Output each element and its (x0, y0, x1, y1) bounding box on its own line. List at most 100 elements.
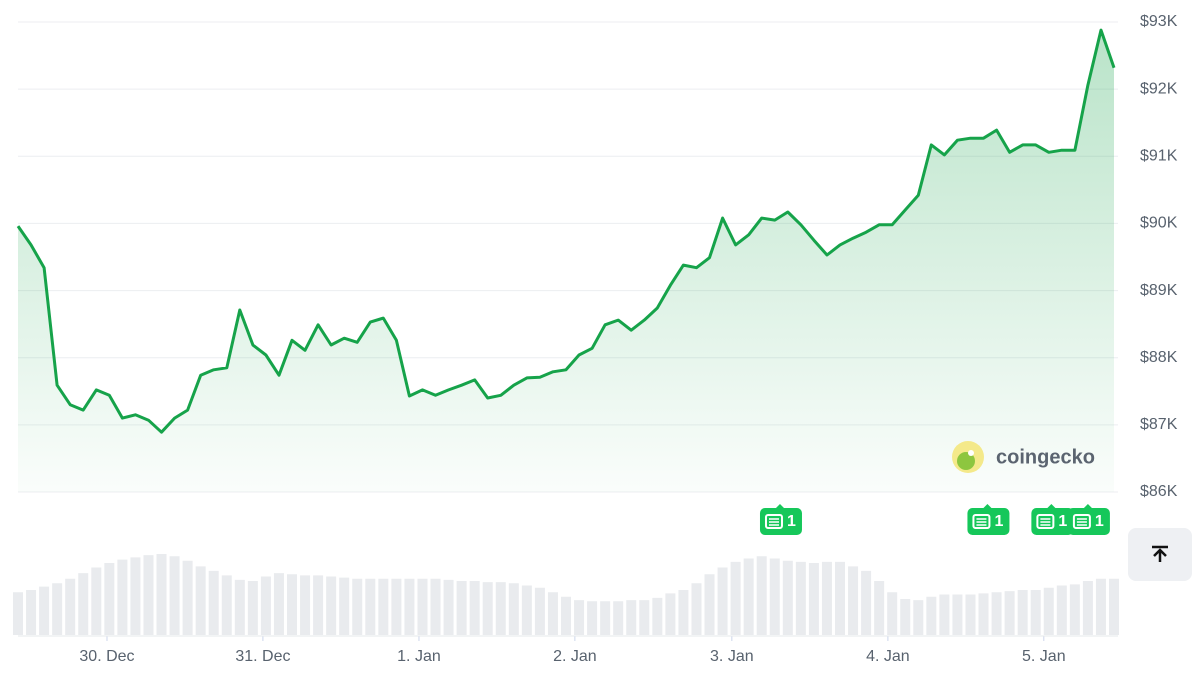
volume-bar (874, 581, 885, 635)
volume-bar (1017, 590, 1028, 635)
volume-bar (143, 555, 154, 635)
news-count[interactable]: 1 (994, 513, 1003, 530)
scroll-top-button[interactable] (1128, 528, 1192, 581)
volume-bar (861, 570, 872, 635)
news-icon[interactable] (972, 514, 991, 529)
x-tick-label: 2. Jan (553, 648, 597, 665)
volume-bar (417, 578, 428, 635)
y-tick-label: $93K (1140, 13, 1178, 30)
volume-bar (626, 600, 637, 635)
x-tick-label: 4. Jan (866, 648, 910, 665)
news-pin[interactable] (983, 504, 992, 508)
volume-bar (91, 567, 102, 635)
volume-bar (547, 592, 558, 635)
volume-bar (913, 600, 924, 635)
volume-bar (730, 561, 741, 635)
arrow-icon[interactable] (1152, 545, 1168, 562)
volume-bar (221, 575, 232, 635)
news-pin[interactable] (775, 504, 784, 508)
price-line (16, 28, 1116, 434)
news-pin[interactable] (1083, 504, 1092, 508)
volume-bar (260, 576, 271, 635)
volume-bar (39, 586, 50, 635)
news-marker[interactable]: 1 (967, 504, 1010, 535)
volume-bar (1109, 578, 1119, 635)
news-pin[interactable] (1047, 504, 1056, 508)
y-tick-label: $88K (1140, 349, 1178, 366)
news-icon[interactable] (764, 514, 783, 529)
volume-bar (691, 583, 702, 635)
volume-bars (13, 554, 1119, 635)
volume-bar (952, 594, 963, 635)
volume-bar (1095, 578, 1106, 635)
volume-bar (378, 578, 389, 635)
volume-bar (561, 596, 571, 635)
volume-bar (469, 581, 480, 635)
y-tick-label: $89K (1140, 282, 1178, 299)
news-icon[interactable] (1036, 514, 1055, 529)
volume-bar (835, 561, 845, 635)
volume-bar (1082, 581, 1093, 635)
volume-bar (104, 563, 115, 635)
news-icon-lines[interactable] (1040, 518, 1051, 526)
news-icon-lines[interactable] (976, 518, 987, 526)
news-icon[interactable] (1072, 514, 1091, 529)
volume-bar (247, 581, 258, 635)
volume-bar (939, 594, 950, 635)
volume-bar (900, 599, 911, 635)
volume-bar (782, 560, 793, 635)
y-tick-label: $90K (1140, 215, 1178, 232)
volume-bar (182, 560, 193, 635)
volume-bar (495, 582, 506, 635)
volume-bar (848, 566, 859, 635)
x-tick-label: 1. Jan (397, 648, 441, 665)
news-icon-lines[interactable] (768, 518, 779, 526)
volume-bar (587, 601, 598, 635)
volume-bar (156, 554, 167, 635)
volume-bar (208, 570, 219, 635)
volume-bar (404, 578, 415, 635)
volume-bar (743, 558, 754, 635)
volume-bar (808, 563, 819, 635)
volume-bar (678, 590, 689, 635)
volume-bar (273, 573, 284, 635)
volume-bar (13, 592, 23, 635)
news-count[interactable]: 1 (1095, 513, 1104, 530)
volume-bar (52, 583, 63, 635)
volume-bar (482, 582, 493, 635)
x-tick-label: 5. Jan (1022, 648, 1066, 665)
logo-eye (968, 450, 974, 456)
volume-bar (352, 578, 363, 635)
volume-bar (534, 587, 545, 635)
volume-bar (978, 593, 989, 635)
volume-bar (521, 585, 532, 635)
y-tick-label: $91K (1140, 148, 1178, 165)
volume-bar (117, 559, 128, 635)
volume-bar (430, 578, 441, 635)
grid: $86K $87K $88K $89K $90K $91K $92K $93K 30. Dec 3… (18, 13, 1178, 665)
news-marker[interactable]: 1 (1031, 504, 1074, 535)
volume-bar (756, 556, 767, 635)
y-tick-label: $86K (1140, 483, 1178, 500)
volume-bar (287, 574, 297, 635)
volume-bar (130, 557, 141, 635)
volume-bar (1030, 590, 1041, 635)
area (18, 30, 1114, 492)
volume-bar (887, 592, 898, 635)
logo-inner (957, 452, 975, 470)
news-count[interactable]: 1 (787, 513, 796, 530)
news-icon-lines[interactable] (1076, 518, 1087, 526)
volume-bar (613, 601, 624, 635)
x-tick-label: 31. Dec (235, 648, 290, 665)
volume-bar (965, 594, 976, 635)
volume-bar (234, 579, 245, 635)
news-count[interactable]: 1 (1058, 513, 1067, 530)
news-marker[interactable]: 1 (759, 504, 802, 535)
volume-bar (443, 579, 454, 635)
news-marker[interactable]: 1 (1067, 504, 1110, 535)
volume-bar (1004, 591, 1015, 635)
volume-bar (574, 600, 585, 635)
volume-bar (365, 578, 376, 635)
volume-bar (704, 574, 715, 635)
